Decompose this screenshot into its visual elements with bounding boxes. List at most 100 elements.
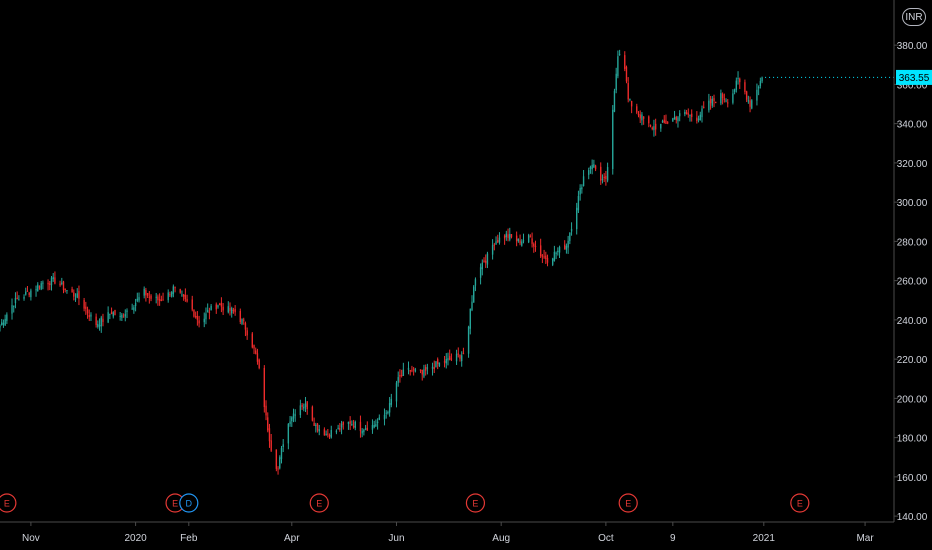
event-marker-label: E	[472, 499, 478, 509]
candle-body	[436, 359, 439, 364]
candle-body	[498, 237, 501, 243]
candle-body	[438, 362, 441, 366]
candle-body	[78, 291, 80, 299]
candle-body	[342, 422, 344, 425]
last-price-badge	[896, 69, 932, 85]
candle-body	[589, 166, 592, 169]
candle-body	[313, 423, 315, 426]
candle-body	[347, 421, 350, 424]
candle-body	[412, 368, 415, 370]
time-tick-label: Mar	[856, 533, 874, 544]
candle-body	[737, 77, 739, 80]
candle-body	[533, 243, 535, 247]
earnings-marker[interactable]	[0, 493, 17, 513]
candle-body	[495, 241, 497, 245]
candle-body	[435, 361, 437, 368]
candle-body	[485, 260, 487, 263]
earnings-marker[interactable]	[309, 493, 329, 513]
candle-body	[651, 127, 653, 129]
candle-body	[267, 417, 269, 431]
event-marker-label: E	[625, 499, 631, 509]
candle-body	[685, 111, 688, 115]
time-tick-label: 2020	[124, 533, 147, 544]
candle-body	[354, 421, 356, 428]
candle-body	[727, 102, 729, 104]
candle-body	[375, 424, 377, 427]
price-tick-label: 200.00	[897, 394, 928, 405]
candle-body	[11, 305, 13, 314]
candle-body	[88, 314, 90, 318]
price-tick-label: 260.00	[897, 277, 928, 288]
candle-body	[588, 170, 590, 175]
price-tick-label: 180.00	[897, 434, 928, 445]
candle-body	[471, 301, 473, 311]
candle-body	[186, 299, 188, 302]
time-tick-label: Feb	[180, 533, 198, 544]
candle-body	[311, 406, 314, 421]
candle-body	[400, 375, 403, 377]
candle-body	[613, 90, 616, 112]
candle-body	[71, 288, 73, 293]
candle-body	[411, 370, 413, 372]
candle-body	[397, 377, 399, 383]
candle-body	[210, 305, 212, 311]
candle-body	[337, 427, 339, 429]
candle-body	[316, 423, 319, 431]
candle-body	[14, 298, 17, 304]
candle-body	[215, 304, 217, 310]
price-axis[interactable]: 380.00 360.00 340.00 320.00 300.00 280.00 260.…	[894, 41, 928, 523]
candle-body	[679, 113, 681, 117]
candle-body	[138, 297, 140, 301]
earnings-marker[interactable]	[790, 493, 810, 513]
candle-body	[179, 289, 181, 293]
earnings-marker[interactable]	[618, 493, 638, 513]
candle-body	[371, 425, 374, 430]
candle-body	[522, 240, 525, 242]
time-tick-label: Jun	[388, 533, 404, 544]
candle-body	[507, 234, 509, 238]
time-axis[interactable]: Nov 2020 Feb Apr Jun Aug Oct 9 2021 Mar	[22, 522, 874, 544]
candle-body	[555, 252, 557, 254]
candle-body	[615, 73, 617, 91]
candle-body	[294, 414, 296, 416]
candle-body	[703, 106, 705, 108]
currency-button[interactable]: INR	[902, 8, 926, 26]
candle-body	[751, 100, 753, 109]
candle-body	[2, 322, 5, 325]
earnings-marker[interactable]	[465, 493, 486, 513]
candle-body	[256, 353, 259, 362]
candle-body	[134, 302, 137, 307]
candle-body	[689, 114, 691, 116]
candle-body	[687, 113, 689, 115]
candle-body	[636, 106, 638, 113]
candle-body	[167, 292, 169, 301]
candle-body	[627, 83, 629, 100]
candle-body	[339, 428, 341, 430]
candle-body	[527, 234, 530, 243]
candle-body	[744, 82, 746, 92]
candle-body	[517, 238, 520, 241]
candle-body	[594, 165, 597, 170]
dividend-marker[interactable]	[179, 493, 199, 513]
candle-body	[509, 233, 511, 240]
candle-body	[373, 425, 375, 428]
candle-body	[76, 293, 78, 298]
candle-body	[721, 94, 724, 99]
candle-body	[170, 292, 173, 297]
candle-body	[145, 290, 147, 296]
candle-body	[666, 122, 669, 124]
candle-body	[49, 283, 51, 285]
candle-body	[4, 318, 6, 326]
candle-body	[457, 353, 459, 355]
candle-body	[720, 93, 722, 104]
candle-body	[157, 296, 159, 301]
candle-body	[431, 366, 434, 369]
candle-body	[469, 308, 471, 329]
candle-body	[388, 403, 391, 413]
candle-body	[217, 305, 219, 308]
candle-body	[279, 457, 281, 469]
candle-body	[323, 429, 326, 436]
candle-body	[551, 258, 554, 265]
candle-body	[630, 100, 633, 107]
